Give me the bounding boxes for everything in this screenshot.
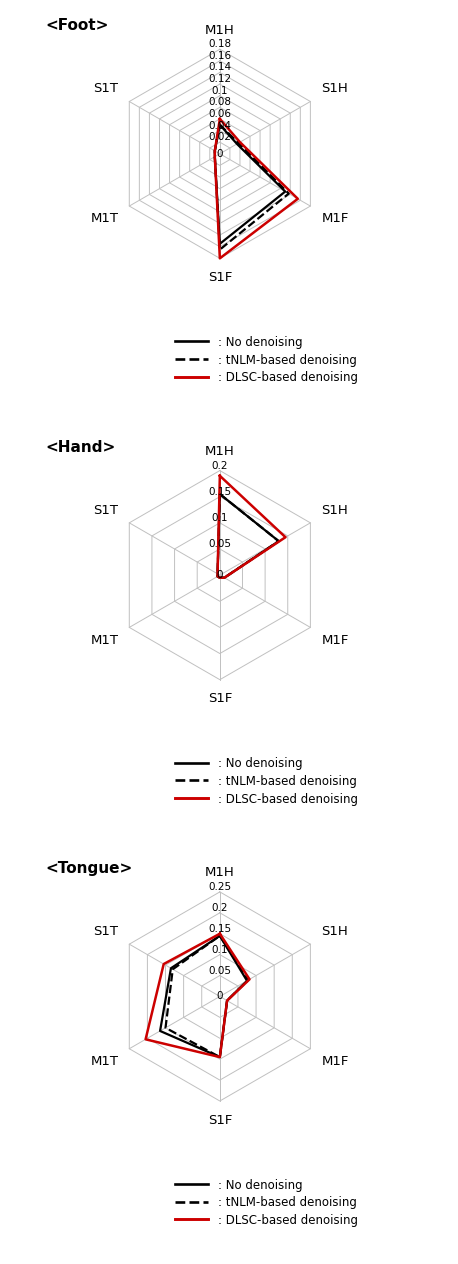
- Text: S1T: S1T: [93, 82, 119, 95]
- Text: 0.1: 0.1: [212, 944, 228, 954]
- Text: 0.05: 0.05: [208, 538, 231, 549]
- Text: M1F: M1F: [321, 1055, 349, 1068]
- Text: M1T: M1T: [90, 212, 119, 225]
- Text: 0: 0: [217, 991, 223, 1001]
- Text: S1F: S1F: [207, 693, 232, 705]
- Text: S1F: S1F: [207, 270, 232, 284]
- Text: S1F: S1F: [207, 1114, 232, 1126]
- Text: M1T: M1T: [90, 633, 119, 647]
- Text: S1T: S1T: [93, 503, 119, 517]
- Text: <Tongue>: <Tongue>: [46, 861, 133, 876]
- Text: S1H: S1H: [321, 503, 348, 517]
- Text: 0.1: 0.1: [212, 513, 228, 523]
- Text: M1F: M1F: [321, 633, 349, 647]
- Legend: : No denoising, : tNLM-based denoising, : DLSC-based denoising: : No denoising, : tNLM-based denoising, …: [175, 336, 358, 384]
- Text: S1H: S1H: [321, 82, 348, 95]
- Text: 0: 0: [217, 570, 223, 580]
- Text: 0.04: 0.04: [208, 120, 231, 130]
- Text: 0.15: 0.15: [208, 924, 231, 934]
- Text: 0.06: 0.06: [208, 109, 231, 119]
- Legend: : No denoising, : tNLM-based denoising, : DLSC-based denoising: : No denoising, : tNLM-based denoising, …: [175, 757, 358, 805]
- Text: 0.15: 0.15: [208, 487, 231, 497]
- Text: 0.08: 0.08: [208, 97, 231, 107]
- Legend: : No denoising, : tNLM-based denoising, : DLSC-based denoising: : No denoising, : tNLM-based denoising, …: [175, 1179, 358, 1227]
- Text: 0.18: 0.18: [208, 39, 231, 49]
- Text: M1H: M1H: [205, 445, 234, 458]
- Text: 0.2: 0.2: [212, 460, 228, 470]
- Text: S1T: S1T: [93, 925, 119, 938]
- Text: <Hand>: <Hand>: [46, 440, 116, 455]
- Text: 0.16: 0.16: [208, 51, 231, 61]
- Text: S1H: S1H: [321, 925, 348, 938]
- Text: 0.1: 0.1: [212, 86, 228, 96]
- Text: 0.12: 0.12: [208, 75, 231, 85]
- Text: <Foot>: <Foot>: [46, 18, 109, 33]
- Text: 0.2: 0.2: [212, 902, 228, 913]
- Text: M1H: M1H: [205, 24, 234, 37]
- Text: 0.25: 0.25: [208, 882, 231, 892]
- Text: 0: 0: [217, 149, 223, 159]
- Text: 0.14: 0.14: [208, 62, 231, 72]
- Text: M1F: M1F: [321, 212, 349, 225]
- Text: 0.05: 0.05: [208, 966, 231, 976]
- Text: 0.02: 0.02: [208, 133, 231, 142]
- Text: M1H: M1H: [205, 866, 234, 880]
- Text: M1T: M1T: [90, 1055, 119, 1068]
